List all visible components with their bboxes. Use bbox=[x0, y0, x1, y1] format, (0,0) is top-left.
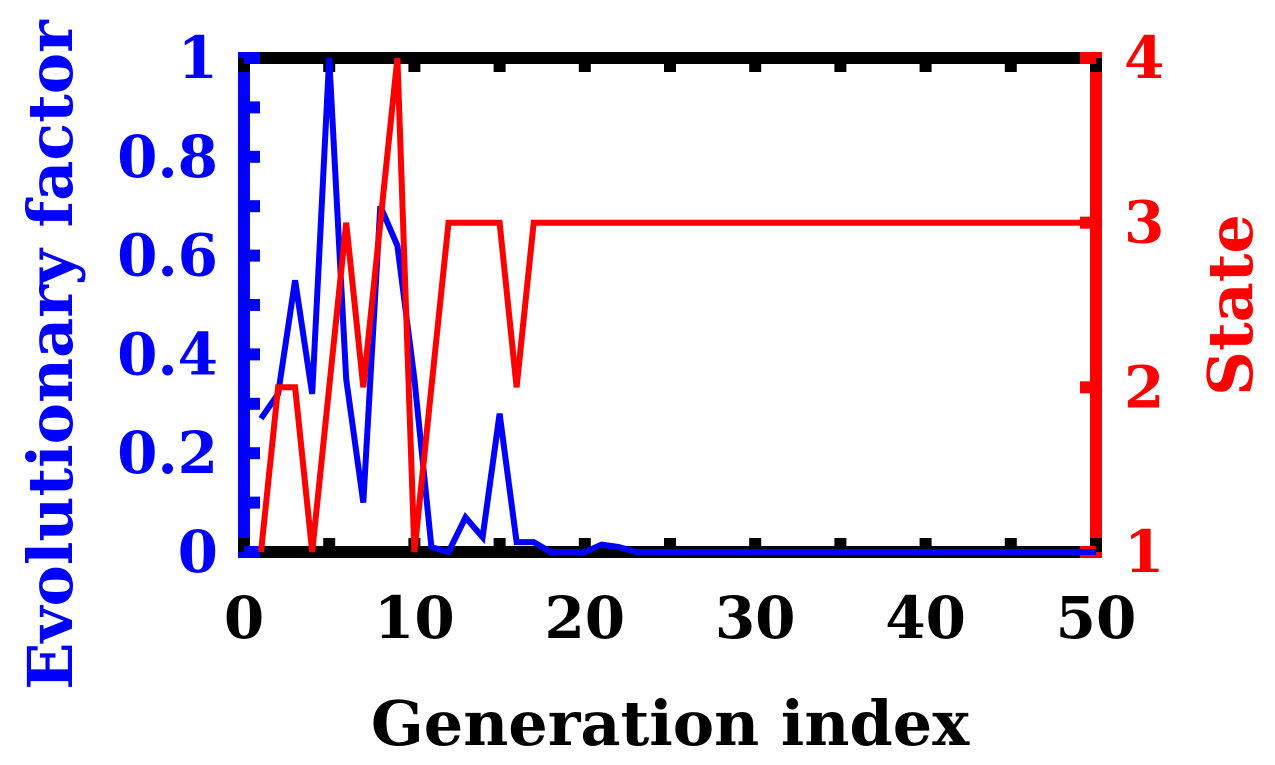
x-tick-label: 40 bbox=[885, 584, 966, 652]
right-axis-ticks: 1 2 3 4 bbox=[1080, 24, 1164, 586]
right-tick-label: 3 bbox=[1124, 189, 1164, 257]
x-tick-label: 20 bbox=[544, 584, 625, 652]
left-axis-ticks: 0 0.2 0.4 0.6 0.8 1 bbox=[117, 24, 260, 586]
x-tick-label: 30 bbox=[715, 584, 796, 652]
left-tick-label: 1 bbox=[178, 24, 218, 92]
x-axis-label: Generation index bbox=[371, 687, 970, 760]
state-series-line bbox=[258, 57, 1096, 553]
left-tick-label: 0.6 bbox=[117, 222, 218, 290]
right-y-axis-label: State bbox=[1194, 214, 1267, 396]
series-group bbox=[258, 57, 1096, 556]
left-tick-label: 0.4 bbox=[117, 320, 218, 388]
x-tick-label: 0 bbox=[224, 584, 264, 652]
x-axis-ticks: 0 10 20 30 40 50 bbox=[224, 58, 1137, 652]
left-tick-label: 0.8 bbox=[117, 123, 218, 191]
x-tick-label: 50 bbox=[1056, 584, 1137, 652]
left-tick-label: 0.2 bbox=[117, 419, 218, 487]
evolutionary-factor-series-line bbox=[258, 57, 1096, 556]
right-tick-label: 4 bbox=[1124, 24, 1164, 92]
left-tick-label: 0 bbox=[178, 518, 218, 586]
left-y-axis-label: Evolutionary factor bbox=[14, 19, 87, 690]
right-tick-label: 1 bbox=[1124, 518, 1164, 586]
right-tick-label: 2 bbox=[1124, 353, 1164, 421]
x-tick-label: 10 bbox=[374, 584, 455, 652]
